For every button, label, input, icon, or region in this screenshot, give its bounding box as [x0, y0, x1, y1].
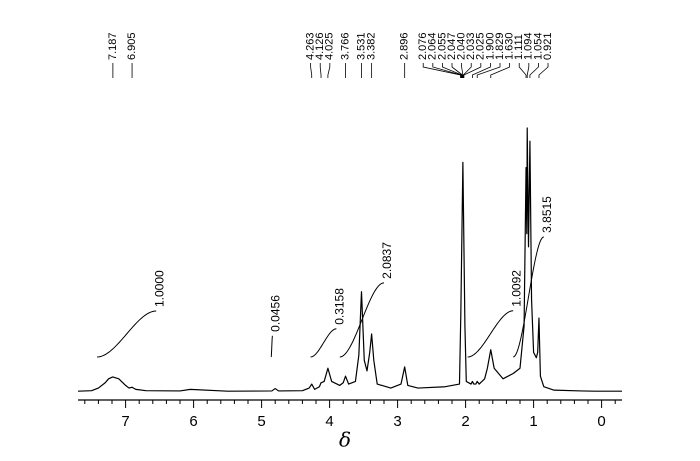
- peak-label: 7.187: [107, 32, 119, 60]
- peak-label: 3.766: [339, 32, 351, 60]
- peak-label: 1.829: [494, 32, 506, 60]
- peak-connector: [526, 63, 530, 78]
- peak-label: 3.382: [366, 32, 378, 60]
- spectrum: [77, 127, 622, 392]
- integral-label: 2.0837: [380, 242, 394, 279]
- peak-connector: [310, 63, 313, 78]
- peak-connector: [476, 63, 501, 78]
- integral-curve: [467, 310, 514, 358]
- peak-connector: [432, 63, 462, 78]
- peak-label: 1.111: [513, 34, 525, 60]
- peak-label: 2.047: [446, 32, 458, 60]
- peak-connector: [442, 63, 463, 78]
- integral-label: 0.0456: [269, 295, 283, 332]
- peak-connector: [490, 63, 511, 78]
- peak-label: 2.055: [436, 32, 448, 60]
- x-tick-label: 2: [461, 413, 469, 430]
- integral-curve: [339, 282, 385, 358]
- peak-label: 1.094: [523, 32, 535, 60]
- peak-label: 2.025: [475, 32, 487, 60]
- peak-connector: [462, 63, 472, 78]
- peak-connector: [518, 63, 527, 78]
- peak-label: 3.531: [355, 32, 367, 60]
- peak-label: 0.921: [542, 32, 554, 60]
- peak-label: 4.263: [305, 32, 317, 60]
- peak-connector: [422, 63, 461, 78]
- integral-label: 0.3158: [333, 288, 347, 325]
- integral-curve: [310, 328, 337, 358]
- peak-connector: [471, 63, 491, 78]
- x-tick-label: 0: [597, 413, 605, 430]
- peak-connector: [327, 63, 331, 78]
- integral-label: 3.8515: [540, 196, 554, 233]
- integral-curve: [97, 310, 157, 358]
- integral-curve: [270, 335, 273, 358]
- x-tick-label: 7: [121, 413, 129, 430]
- peak-label: 4.126: [314, 32, 326, 60]
- peak-label: 2.076: [417, 32, 429, 60]
- integral-curve: [513, 236, 544, 358]
- peak-label: 2.033: [465, 32, 477, 60]
- peak-connector: [319, 63, 322, 78]
- peak-label: 4.025: [324, 32, 336, 60]
- peak-label: 6.905: [126, 32, 138, 60]
- x-axis-label: δ: [339, 428, 351, 452]
- peak-connector: [463, 63, 482, 78]
- x-tick-label: 4: [325, 413, 333, 430]
- peak-label: 2.064: [427, 32, 439, 60]
- integral-label: 1.0092: [509, 270, 523, 307]
- peak-label: 1.054: [532, 32, 544, 60]
- peak-label: 2.896: [399, 32, 411, 60]
- integral-label: 1.0000: [152, 270, 166, 307]
- peak-connector: [538, 63, 549, 78]
- x-tick-label: 3: [393, 413, 401, 430]
- peak-label: 1.630: [504, 32, 516, 60]
- peak-label: 2.040: [456, 32, 468, 60]
- x-tick-label: 5: [257, 413, 265, 430]
- x-tick-label: 6: [189, 413, 197, 430]
- peak-connector: [529, 63, 539, 78]
- peak-connector: [451, 63, 463, 78]
- x-tick-label: 1: [529, 413, 537, 430]
- peak-connector: [461, 63, 464, 78]
- peak-label: 1.900: [484, 32, 496, 60]
